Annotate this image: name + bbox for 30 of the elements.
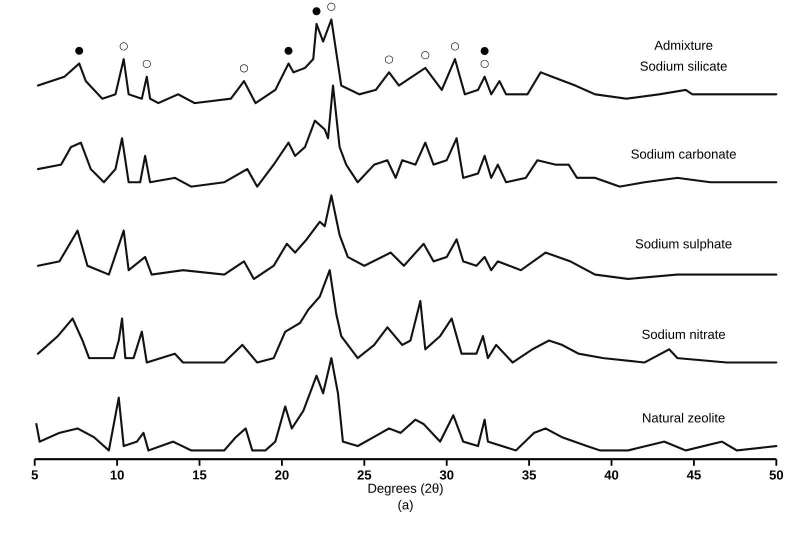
annotation: Admixture [654,40,712,50]
series-label: Sodium sulphate [636,238,732,251]
annotation: ● [284,46,292,55]
x-tick-label: 15 [193,470,206,480]
x-tick-label: 50 [769,470,784,480]
annotation: ○ [327,2,336,11]
annotation: ○ [385,55,394,64]
annotation: ○ [480,60,489,68]
x-tick-label: 10 [110,470,124,480]
series-label: Natural zeolite [643,412,725,422]
x-tick-label: 30 [440,470,454,480]
text: (a) [398,500,413,512]
annotation: ○ [450,42,459,50]
annotation: ○ [120,42,128,50]
x-tick-label: 25 [358,470,372,480]
x-tick-label: 45 [686,470,701,480]
series-label: Sodium carbonate [631,149,736,159]
annotation: ● [75,46,84,55]
x-tick-label: 5 [32,470,38,480]
x-tick-label: 40 [604,470,618,480]
annotation: ○ [240,64,248,72]
x-tick-label: 20 [275,470,289,480]
annotation: ● [480,46,489,55]
x-axis-title: Degrees (2θ) [368,483,443,496]
annotation: ● [312,7,320,16]
annotation: ○ [421,51,430,60]
annotation: ○ [142,60,151,68]
series-label: Sodium nitrate [642,329,726,339]
series-label: Sodium silicate [640,61,727,71]
x-tick-label: 35 [522,470,536,480]
